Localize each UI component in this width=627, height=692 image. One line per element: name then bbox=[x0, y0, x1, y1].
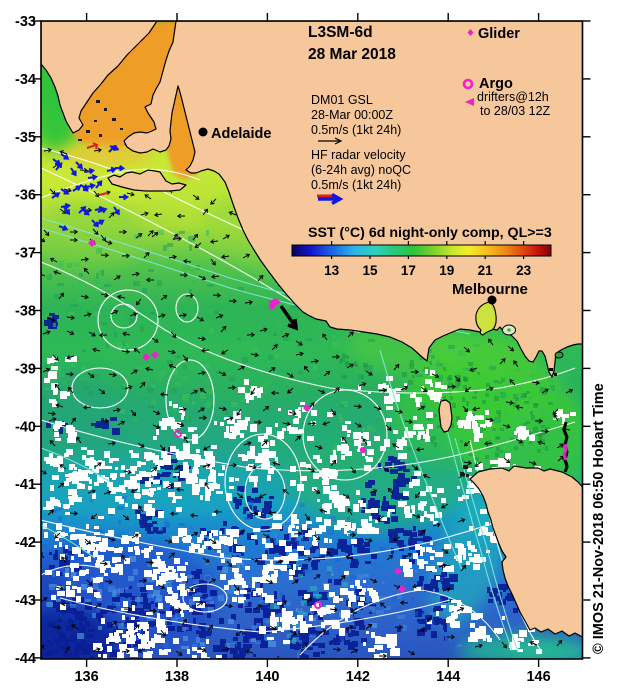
svg-text:23: 23 bbox=[516, 263, 532, 278]
svg-text:-42: -42 bbox=[15, 535, 36, 551]
svg-text:136: 136 bbox=[74, 669, 98, 685]
svg-text:15: 15 bbox=[362, 263, 378, 278]
svg-text:144: 144 bbox=[436, 669, 460, 685]
svg-text:SST (°C) 6d night-only comp, Q: SST (°C) 6d night-only comp, QL>=3 bbox=[308, 225, 552, 241]
svg-text:-37: -37 bbox=[15, 246, 36, 262]
svg-text:DM01 GSL: DM01 GSL bbox=[311, 93, 373, 107]
svg-text:-35: -35 bbox=[15, 130, 36, 146]
svg-text:-33: -33 bbox=[15, 14, 36, 30]
svg-text:Melbourne: Melbourne bbox=[452, 281, 528, 298]
svg-text:19: 19 bbox=[439, 263, 454, 278]
svg-text:Argo: Argo bbox=[479, 76, 513, 92]
svg-text:-43: -43 bbox=[15, 593, 36, 609]
svg-text:0.5m/s (1kt 24h): 0.5m/s (1kt 24h) bbox=[311, 123, 401, 137]
svg-text:28-Mar 00:00Z: 28-Mar 00:00Z bbox=[311, 108, 393, 122]
svg-text:-34: -34 bbox=[15, 72, 36, 88]
svg-text:13: 13 bbox=[324, 263, 340, 278]
svg-text:L3SM-6d: L3SM-6d bbox=[308, 24, 373, 41]
svg-text:138: 138 bbox=[165, 669, 189, 685]
svg-text:Adelaide: Adelaide bbox=[211, 126, 271, 142]
svg-text:© IMOS 21-Nov-2018 06:50 Hobar: © IMOS 21-Nov-2018 06:50 Hobart Time bbox=[591, 383, 607, 654]
svg-text:-36: -36 bbox=[15, 188, 36, 204]
svg-text:(6-24h avg) noQC: (6-24h avg) noQC bbox=[311, 163, 411, 177]
svg-text:146: 146 bbox=[526, 669, 550, 685]
svg-text:28 Mar 2018: 28 Mar 2018 bbox=[308, 46, 396, 63]
svg-text:Glider: Glider bbox=[478, 26, 520, 42]
svg-text:-39: -39 bbox=[15, 361, 36, 377]
svg-text:21: 21 bbox=[478, 263, 494, 278]
svg-text:-44: -44 bbox=[15, 651, 36, 667]
svg-text:0.5m/s (1kt 24h): 0.5m/s (1kt 24h) bbox=[311, 178, 401, 192]
svg-text:17: 17 bbox=[401, 263, 416, 278]
svg-text:-41: -41 bbox=[15, 477, 36, 493]
svg-text:drifters@12h: drifters@12h bbox=[477, 90, 549, 104]
svg-text:142: 142 bbox=[346, 669, 370, 685]
svg-text:to 28/03 12Z: to 28/03 12Z bbox=[480, 104, 551, 118]
svg-text:-40: -40 bbox=[15, 419, 36, 435]
svg-text:140: 140 bbox=[255, 669, 279, 685]
svg-text:-38: -38 bbox=[15, 304, 36, 320]
svg-text:HF radar velocity: HF radar velocity bbox=[311, 148, 406, 162]
